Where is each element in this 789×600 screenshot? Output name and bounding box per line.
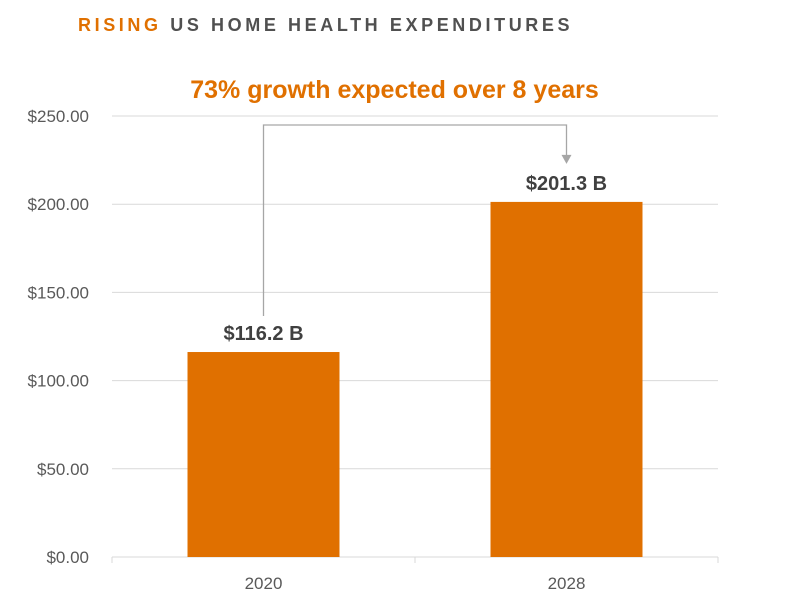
y-tick-label: $150.00: [28, 283, 89, 302]
title-rest: US HOME HEALTH EXPENDITURES: [170, 15, 574, 35]
y-tick-label: $50.00: [37, 460, 89, 479]
title-accent: RISING: [78, 15, 162, 35]
y-tick-label: $250.00: [28, 107, 89, 126]
growth-arrow-head: [561, 154, 572, 164]
x-tick-label: 2020: [245, 574, 283, 593]
data-label: $201.3 B: [526, 173, 607, 195]
y-tick-label: $100.00: [28, 372, 89, 391]
bar-2028: [490, 201, 643, 557]
chart-title: RISING US HOME HEALTH EXPENDITURES: [78, 15, 573, 36]
x-tick-label: 2028: [548, 574, 586, 593]
y-tick-label: $200.00: [28, 195, 89, 214]
bar-2020: [187, 352, 340, 557]
y-tick-label: $0.00: [46, 548, 89, 567]
chart-subtitle: 73% growth expected over 8 years: [190, 76, 599, 104]
data-label: $116.2 B: [223, 323, 303, 345]
growth-arrow-line: [262, 124, 568, 317]
